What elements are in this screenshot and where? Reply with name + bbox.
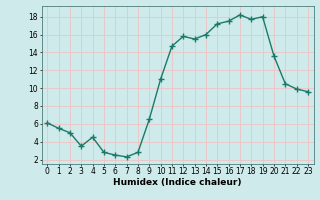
X-axis label: Humidex (Indice chaleur): Humidex (Indice chaleur)	[113, 178, 242, 187]
